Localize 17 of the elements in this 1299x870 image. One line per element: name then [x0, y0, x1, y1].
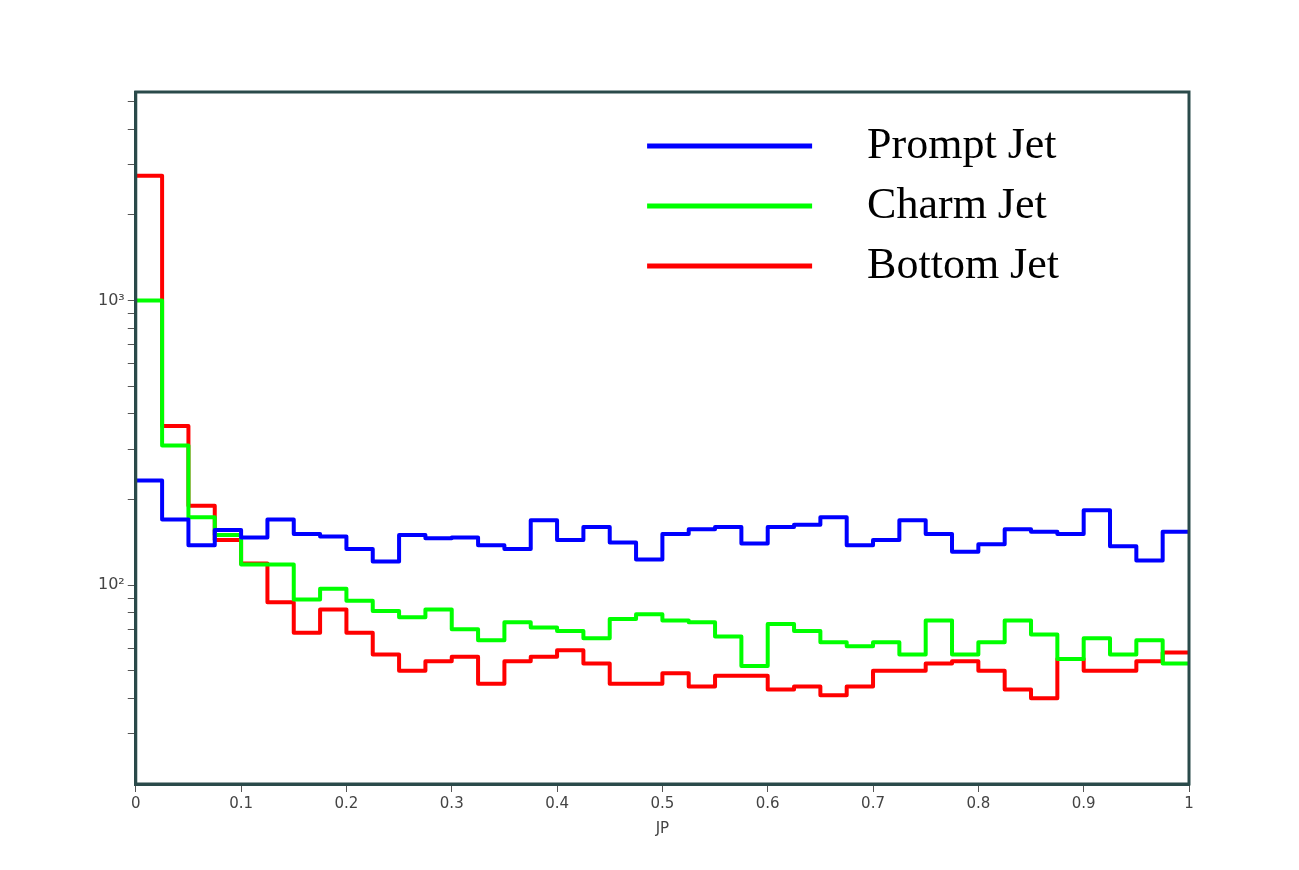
x-tick-label: 0 — [131, 793, 141, 812]
y-tick-label: 10² — [97, 574, 125, 594]
x-axis-title: JP — [654, 818, 670, 837]
legend-label: Charm Jet — [867, 178, 1047, 228]
x-tick-label: 0.6 — [755, 793, 780, 812]
x-tick-label: 0.7 — [861, 793, 885, 812]
x-tick-label: 0.3 — [439, 793, 464, 812]
legend-label: Prompt Jet — [867, 118, 1057, 168]
x-tick-label: 0.1 — [229, 793, 254, 812]
legend-label: Bottom Jet — [867, 238, 1060, 288]
x-tick-label: 0.8 — [966, 793, 991, 812]
x-tick-label: 0.4 — [545, 793, 569, 812]
x-tick-label: 0.5 — [650, 793, 675, 812]
x-tick-label: 0.2 — [334, 793, 359, 812]
y-tick-label: 10³ — [97, 289, 125, 309]
x-tick-label: 0.9 — [1071, 793, 1096, 812]
x-tick-label: 1 — [1184, 793, 1194, 812]
